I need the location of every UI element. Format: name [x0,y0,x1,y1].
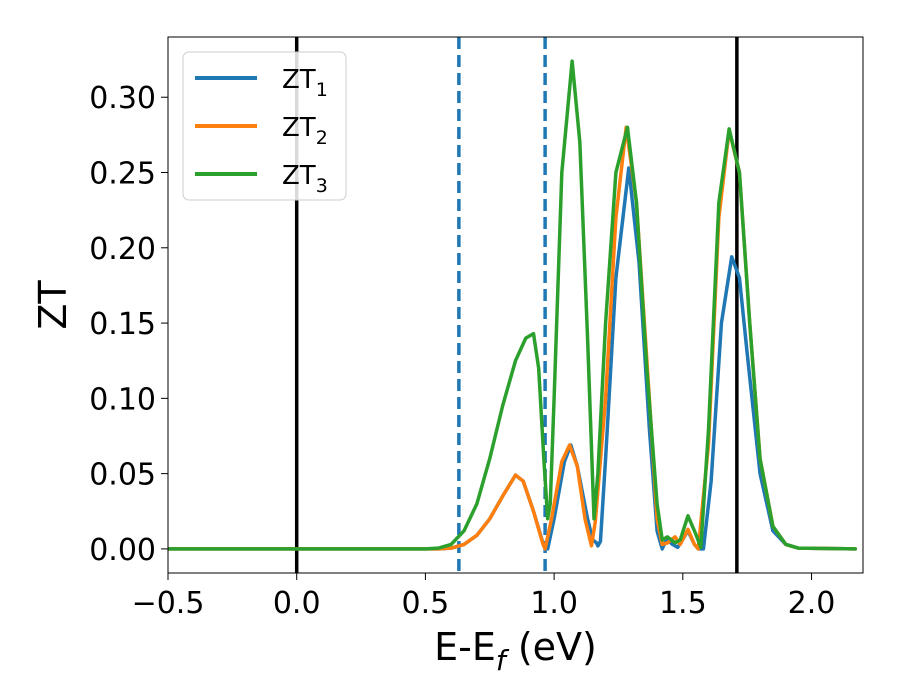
x-axis-label-unit: (eV) [506,625,597,669]
legend-label-zt2: ZT2 [282,113,328,149]
y-tick-label: 0.05 [89,458,156,493]
legend-box [182,51,347,201]
legend-label-zt1: ZT1 [282,65,328,101]
y-tick-label: 0.15 [89,307,156,342]
y-tick-label: 0.25 [89,157,156,192]
y-tick-label: 0.30 [89,81,156,116]
axes-frame [167,36,864,574]
x-tick-label: −0.5 [132,586,205,621]
x-axis-label: E-Ef (eV) [434,625,597,677]
y-tick-label: 0.20 [89,232,156,267]
x-tick-label: 2.0 [788,586,836,621]
x-axis-label-main: E-E [434,625,496,669]
series-lines [168,59,858,551]
series-line-zt3 [168,59,858,551]
x-tick-label: 0.0 [273,586,321,621]
y-tick-label: 0.10 [89,382,156,417]
x-axis-ticks: −0.5 0.0 0.5 1.0 1.5 2.0 [132,573,836,621]
y-axis-ticks: 0.00 0.05 0.10 0.15 0.20 0.25 0.30 [89,81,168,568]
legend-label-zt3: ZT3 [282,161,328,197]
y-tick-label: 0.00 [89,533,156,568]
y-axis-label: ZT [31,280,75,330]
legend: ZT1 ZT2 ZT3 [182,51,347,201]
x-tick-label: 1.5 [659,586,707,621]
x-tick-label: 0.5 [402,586,450,621]
x-tick-label: 1.0 [530,586,578,621]
